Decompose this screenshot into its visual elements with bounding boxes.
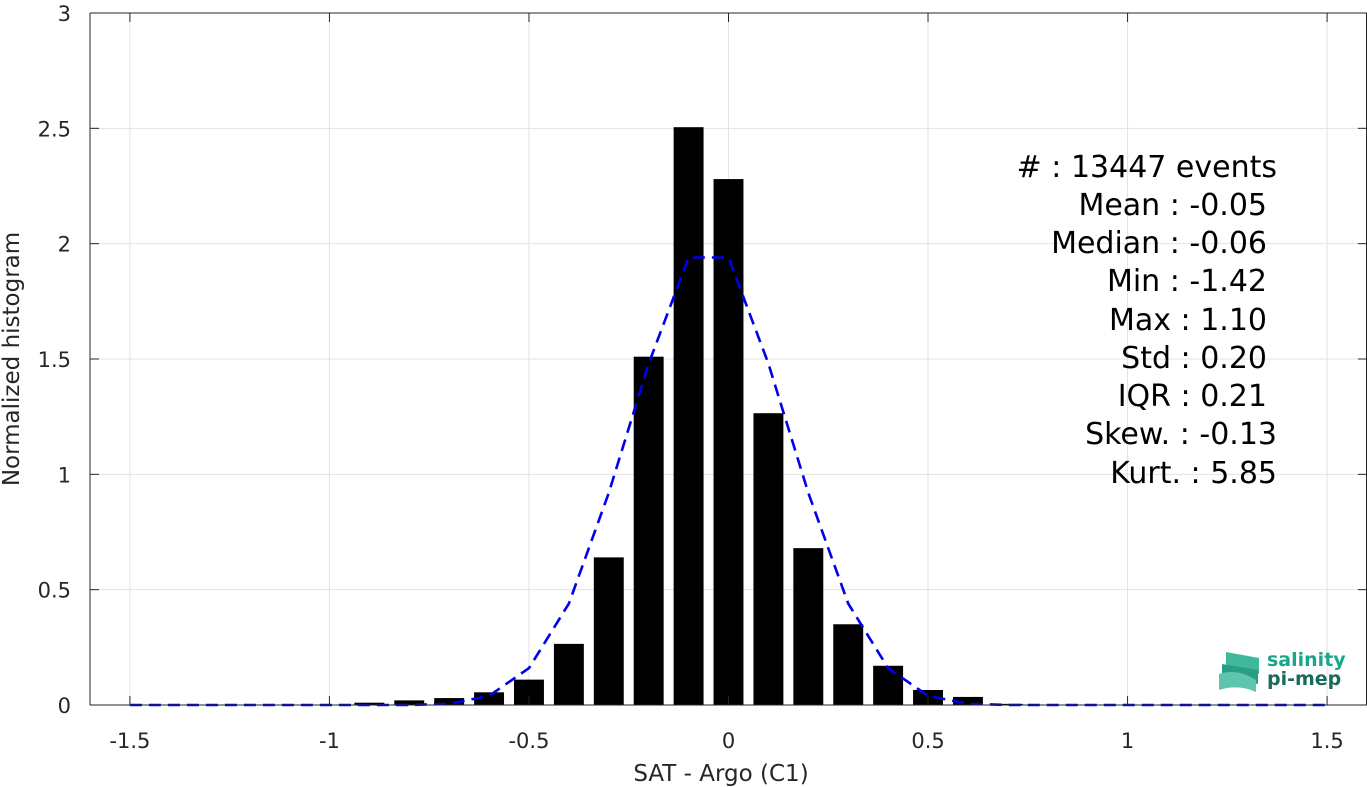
stat-count: # : 13447 events xyxy=(1017,150,1277,185)
stat-max: Max : 1.10 xyxy=(1109,303,1267,338)
x-tick-label: -1 xyxy=(319,729,340,753)
histogram-bar xyxy=(793,548,824,705)
histogram-bar xyxy=(713,179,744,705)
y-tick-label: 2 xyxy=(58,233,71,257)
wave-layers-icon xyxy=(1219,652,1259,692)
y-axis-ticks: 0 0.5 1 1.5 2 2.5 3 xyxy=(38,2,1367,718)
logo-line1: salinity xyxy=(1267,649,1346,671)
y-tick-label: 1 xyxy=(58,463,71,487)
x-tick-label: 0.5 xyxy=(911,729,944,753)
histogram-bar xyxy=(833,624,864,705)
x-axis-ticks: -1.5 -1 -0.5 0 0.5 1 1.5 xyxy=(109,13,1344,753)
stats-panel: # : 13447 events Mean : -0.05 Median : -… xyxy=(1017,150,1277,491)
histogram-bar xyxy=(553,643,584,705)
y-tick-label: 2.5 xyxy=(38,117,71,141)
stat-mean: Mean : -0.05 xyxy=(1078,188,1267,223)
y-tick-label: 0 xyxy=(58,694,71,718)
histogram-bar xyxy=(873,665,904,705)
histogram-bar xyxy=(992,703,1023,705)
histogram-bars xyxy=(354,127,1023,706)
logo-line2: pi-mep xyxy=(1267,668,1341,690)
salinity-pimep-logo: salinity pi-mep xyxy=(1219,649,1346,692)
x-tick-label: 1.5 xyxy=(1310,729,1343,753)
histogram-bar xyxy=(673,127,704,706)
histogram-bar xyxy=(593,557,624,705)
y-tick-label: 1.5 xyxy=(38,348,71,372)
histogram-bar xyxy=(952,696,983,705)
x-tick-label: -0.5 xyxy=(508,729,549,753)
stat-median: Median : -0.06 xyxy=(1051,226,1267,261)
stat-min: Min : -1.42 xyxy=(1107,264,1267,299)
histogram-bar xyxy=(474,692,505,705)
y-axis-title: Normalized histogram xyxy=(0,232,25,486)
stat-iqr: IQR : 0.21 xyxy=(1118,379,1267,414)
y-tick-label: 3 xyxy=(58,2,71,26)
stat-kurt: Kurt. : 5.85 xyxy=(1110,456,1277,491)
y-tick-label: 0.5 xyxy=(38,579,71,603)
x-tick-label: 1 xyxy=(1121,729,1134,753)
stat-skew: Skew. : -0.13 xyxy=(1085,417,1277,452)
histogram-bar xyxy=(394,700,425,705)
histogram-bar xyxy=(434,698,465,705)
histogram-bar xyxy=(753,413,784,705)
x-tick-label: 0 xyxy=(722,729,735,753)
x-axis-title: SAT - Argo (C1) xyxy=(633,761,808,787)
histogram-bar xyxy=(633,356,664,705)
stat-std: Std : 0.20 xyxy=(1121,341,1267,376)
x-tick-label: -1.5 xyxy=(109,729,150,753)
